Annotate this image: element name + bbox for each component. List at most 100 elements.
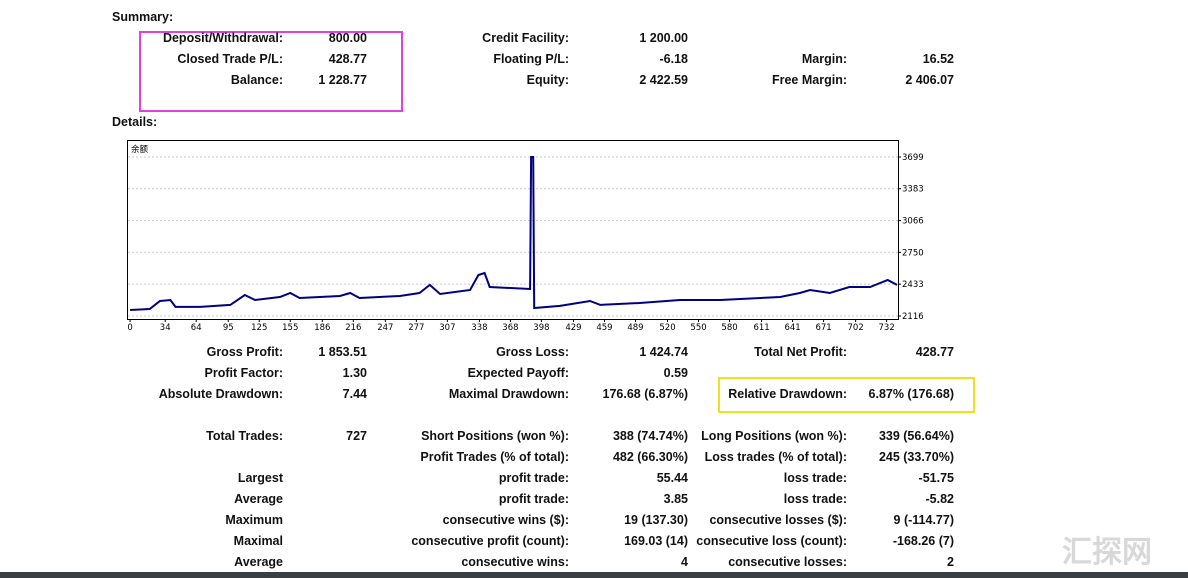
x-tick-label: 368 [502,323,518,333]
stat-label: Balance: [230,73,283,87]
stat-value: 176.68 (6.87%) [602,387,688,401]
stat-label: consecutive losses ($): [709,513,847,527]
stat-label: consecutive loss (count): [696,534,847,548]
x-tick-label: 489 [627,323,643,333]
stat-value: -51.75 [918,471,954,485]
stat-value: 2 [947,555,954,569]
x-tick-label: 186 [314,323,330,333]
stat-label: consecutive wins ($): [442,513,569,527]
stat-value: 1 200.00 [639,31,688,45]
x-tick-label: 64 [191,323,202,333]
stat-value: 16.52 [922,52,954,66]
stat-value: -6.18 [659,52,689,66]
watermark: 汇探网 [1062,535,1152,570]
stat-label: Equity: [526,73,569,87]
balance-line [130,156,898,311]
stat-label: Average [234,555,283,569]
stat-value: 55.44 [656,471,688,485]
stat-label: Total Net Profit: [754,345,847,359]
y-tick-label: 3066 [902,217,924,227]
stat-value: 3.85 [663,492,688,506]
stat-label: Average [234,492,283,506]
highlight-box [139,31,403,112]
stat-label: Profit Trades (% of total): [420,450,569,464]
stat-value: 7.44 [342,387,367,401]
summary-title: Summary: [112,10,174,24]
stat-label: Relative Drawdown: [728,387,847,401]
stat-value: 19 (137.30) [624,513,688,527]
bottom-bar [0,572,1188,578]
stat-value: 1 228.77 [318,73,367,87]
x-tick-label: 155 [282,323,298,333]
stat-value: 6.87% (176.68) [868,387,954,401]
y-tick-label: 2433 [902,280,924,290]
stat-label: loss trade: [783,471,847,485]
stat-label: Largest [237,471,283,485]
stat-label: Expected Payoff: [467,366,569,380]
x-tick-label: 398 [533,323,549,333]
stat-value: 2 406.07 [905,73,954,87]
x-tick-label: 641 [784,323,800,333]
stat-label: consecutive wins: [461,555,569,569]
y-tick-label: 3383 [902,185,924,195]
stat-label: Long Positions (won %): [701,429,847,443]
stat-value: 800.00 [328,31,367,45]
stat-label: Floating P/L: [493,52,569,66]
x-tick-label: 125 [251,323,267,333]
x-tick-label: 580 [721,323,737,333]
x-tick-label: 307 [439,323,455,333]
stat-value: 1.30 [342,366,367,380]
x-tick-label: 277 [408,323,424,333]
stat-label: profit trade: [498,471,569,485]
x-tick-label: 550 [690,323,706,333]
x-tick-label: 429 [565,323,581,333]
stat-value: 388 (74.74%) [612,429,688,443]
stat-value: -168.26 (7) [892,534,954,548]
stat-label: consecutive profit (count): [411,534,569,548]
plot-frame [127,140,899,320]
details-title: Details: [112,115,158,129]
stat-label: loss trade: [783,492,847,506]
stat-label: Credit Facility: [482,31,569,45]
stat-value: 1 424.74 [639,345,688,359]
x-tick-label: 216 [345,323,361,333]
x-tick-label: 732 [879,323,895,333]
stat-value: 428.77 [915,345,954,359]
x-tick-label: 247 [377,323,393,333]
x-tick-label: 520 [659,323,675,333]
x-tick-label: 702 [848,323,864,333]
highlight-box [718,377,975,413]
stat-value: 1 853.51 [318,345,367,359]
stat-label: Maximal [233,534,283,548]
stat-label: Deposit/Withdrawal: [162,31,283,45]
x-tick-label: 95 [223,323,234,333]
stat-value: 245 (33.70%) [878,450,954,464]
stat-value: -5.82 [925,492,955,506]
stat-label: Absolute Drawdown: [158,387,283,401]
stat-value: 4 [681,555,688,569]
x-tick-label: 338 [471,323,487,333]
stat-value: 0.59 [663,366,688,380]
x-tick-label: 0 [127,323,132,333]
x-tick-label: 611 [753,323,769,333]
stat-value: 482 (66.30%) [612,450,688,464]
stat-value: 428.77 [328,52,367,66]
y-tick-label: 2750 [902,248,924,258]
stat-label: Closed Trade P/L: [177,52,283,66]
stat-label: Gross Loss: [496,345,569,359]
stat-value: 727 [346,429,367,443]
stat-label: Short Positions (won %): [421,429,569,443]
stat-label: Profit Factor: [204,366,283,380]
stat-label: Maximal Drawdown: [448,387,569,401]
y-tick-label: 2116 [902,312,924,322]
stat-label: Loss trades (% of total): [704,450,847,464]
stat-value: 2 422.59 [639,73,688,87]
stat-label: Gross Profit: [206,345,283,359]
chart-label: 余额 [131,144,149,155]
x-tick-label: 34 [160,323,171,333]
y-tick-label: 3699 [902,153,924,163]
stat-label: Maximum [225,513,283,527]
stat-label: Total Trades: [206,429,283,443]
